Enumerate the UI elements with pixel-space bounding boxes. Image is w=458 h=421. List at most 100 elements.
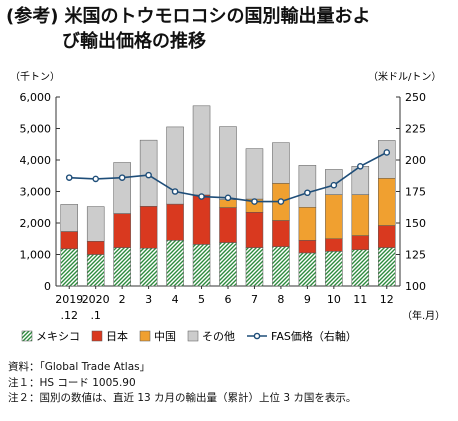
chart-title: (参考) 米国のトウモロコシの国別輸出量およ び輸出価格の推移 [6, 4, 454, 54]
x-tick-label: 3 [145, 293, 152, 306]
bar-segment-1 [113, 247, 131, 287]
bar-segment-2 [60, 231, 78, 250]
bar-segment-2 [86, 241, 105, 255]
bar-segment-1 [139, 247, 158, 287]
bar-segment-3 [325, 194, 343, 239]
bar-segment-2 [166, 203, 184, 241]
left-tick-label: 6,000 [20, 91, 52, 104]
bar-segment-4 [272, 142, 290, 184]
bar-segment-1 [192, 244, 211, 287]
bar-segment-2 [219, 207, 237, 243]
legend-line-marker [253, 332, 261, 340]
export-chart: （千トン） （米ドル/トン） （年.月） 0 1,000 2,000 3,000 4,0… [10, 70, 445, 343]
x-tick-label: 6 [225, 293, 232, 306]
bar-segment-1 [298, 252, 317, 287]
right-tick-label: 175 [405, 186, 426, 199]
right-tick-label: 150 [405, 217, 426, 230]
x-tick-label: 7 [251, 293, 258, 306]
left-tick-label: 3,000 [20, 186, 52, 199]
source-note: 資料：「Global Trade Atlas」 [8, 361, 151, 373]
x-tick-label: 8 [277, 293, 284, 306]
bar-segment-4 [60, 204, 78, 232]
legend-label: メキシコ [36, 330, 80, 343]
title-line-1: 米国のトウモロコシの国別輸出量およ [64, 6, 371, 27]
bar-segment-2 [298, 240, 317, 254]
legend-swatch-1 [21, 330, 33, 342]
x-tick-label: 11 [353, 293, 367, 306]
bar-segment-2 [351, 235, 370, 251]
bar-segment-1 [166, 240, 184, 287]
price-marker [145, 171, 152, 179]
x-axis-unit: （年.月） [402, 309, 445, 322]
price-marker [171, 188, 179, 195]
x-tick-sublabel: .1 [90, 309, 101, 322]
x-tick-sublabel: .12 [60, 309, 78, 322]
bar-segment-2 [139, 206, 158, 249]
x-tick-label: 4 [172, 293, 179, 306]
legend: メキシコ 日本 中国 その他 FAS価格（右軸） [21, 329, 357, 343]
bar-segment-4 [378, 140, 396, 179]
bar-segment-1 [378, 247, 396, 287]
bar-segment-4 [245, 148, 264, 200]
right-tick-label: 100 [405, 280, 426, 293]
x-tick-label: 2019 [55, 293, 83, 306]
right-tick-label: 200 [405, 154, 426, 167]
left-axis-unit: （千トン） [10, 71, 60, 83]
x-tick-label: 9 [304, 293, 311, 306]
legend-label: 日本 [106, 329, 128, 343]
bar-segment-1 [245, 247, 264, 287]
x-tick-label: 5 [198, 293, 205, 306]
bar-segment-1 [325, 251, 343, 287]
title-line-2: び輸出価格の推移 [62, 31, 206, 52]
right-tick-label: 225 [405, 123, 426, 136]
price-marker [92, 175, 99, 183]
bar-segment-2 [192, 194, 211, 245]
bar-segment-1 [219, 242, 237, 287]
title-tag: (参考) [6, 6, 59, 27]
note-1: 注１：HS コード 1005.90 [8, 376, 136, 389]
bar-segment-4 [86, 206, 105, 242]
plot-area: 01,0002,0003,0004,0005,0006,000100125150… [20, 91, 427, 322]
x-tick-label: 10 [327, 293, 341, 306]
bar-segment-3 [378, 178, 396, 226]
right-tick-label: 250 [405, 91, 426, 104]
bar-segment-2 [113, 213, 131, 248]
legend-swatch-2 [91, 330, 103, 342]
price-marker [198, 193, 205, 200]
legend-swatch-4 [187, 330, 199, 342]
bar-segment-2 [272, 220, 290, 247]
bar-segment-1 [351, 249, 370, 287]
legend-label: FAS価格（右軸） [271, 329, 357, 343]
left-tick-label: 1,000 [20, 249, 52, 262]
legend-label: 中国 [154, 330, 176, 343]
bar-segment-4 [166, 126, 184, 205]
notes: 資料：「Global Trade Atlas」 注１：HS コード 1005.9… [8, 360, 356, 407]
price-marker [65, 174, 73, 181]
bar-segment-3 [298, 207, 317, 241]
x-tick-label: 2 [119, 293, 126, 306]
x-tick-label: 2020 [82, 293, 110, 306]
bar-segment-2 [325, 238, 343, 252]
bar-segment-1 [60, 248, 78, 287]
bar-segment-4 [298, 165, 317, 208]
bar-segment-3 [351, 194, 370, 236]
bar-segment-2 [378, 225, 396, 248]
note-2: 注２：国別の数値は、直近 13 カ月の輸出量（累計）上位 3 カ国を表示。 [8, 392, 357, 404]
price-marker [383, 149, 391, 156]
left-tick-label: 4,000 [20, 154, 52, 167]
right-axis-unit: （米ドル/トン） [368, 70, 441, 83]
bar-segment-4 [219, 126, 237, 200]
price-marker [304, 189, 311, 197]
price-marker [357, 162, 364, 170]
left-tick-label: 5,000 [20, 123, 52, 136]
left-tick-label: 2,000 [20, 217, 52, 230]
legend-swatch-3 [139, 330, 151, 342]
legend-label: その他 [202, 330, 235, 343]
right-tick-label: 125 [405, 249, 426, 262]
bar-segment-4 [113, 162, 131, 214]
x-tick-label: 12 [380, 293, 394, 306]
bar-segment-2 [245, 212, 264, 248]
bar-segment-1 [272, 246, 290, 287]
bar-segment-4 [192, 105, 211, 196]
left-tick-label: 0 [44, 280, 51, 293]
